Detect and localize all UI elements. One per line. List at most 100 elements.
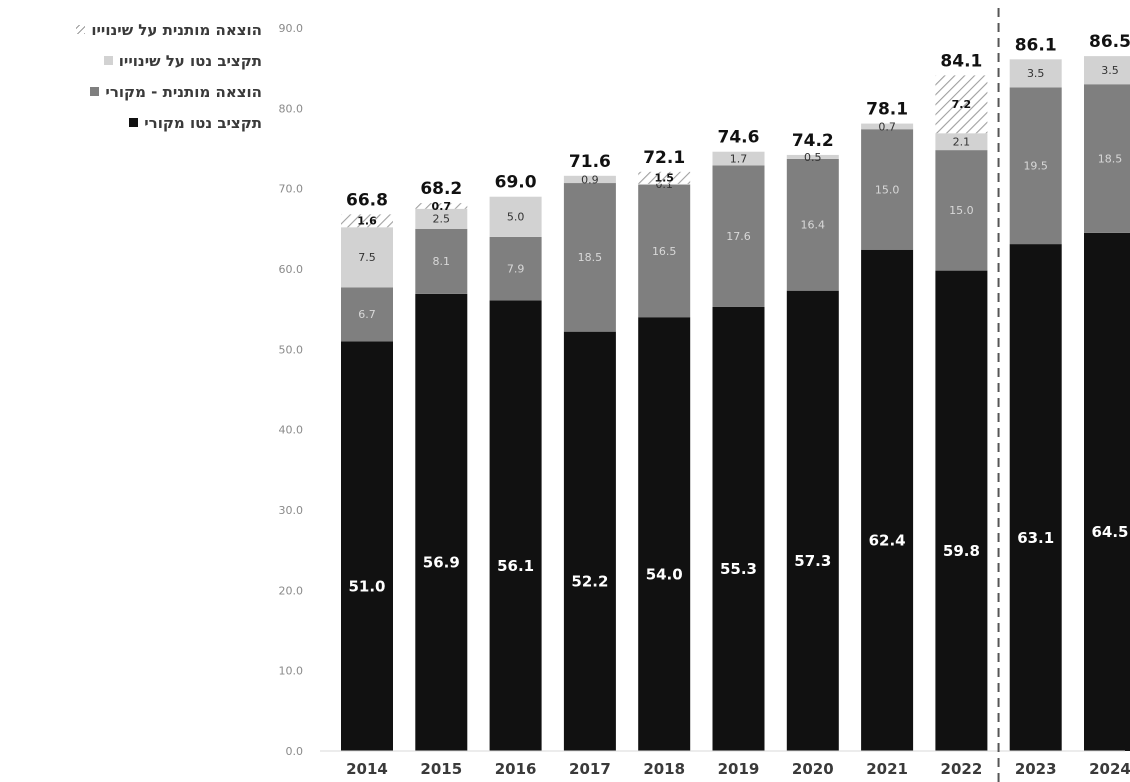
bar-segment xyxy=(1009,59,1062,88)
bar-segment xyxy=(415,208,468,229)
bar-segment xyxy=(1084,56,1130,85)
y-axis: 0.0 10.0 20.0 30.0 40.0 50.0 60.0 70.0 80.0 90.0 xyxy=(279,22,304,758)
segment-value-label: 0.7 xyxy=(878,120,896,133)
segment-value-label: 62.4 xyxy=(869,532,906,550)
bar-segment xyxy=(786,154,839,159)
x-tick-label: 2019 xyxy=(718,760,760,778)
segment-value-label: 3.5 xyxy=(1101,64,1119,77)
legend-label: תקציב נטו מקורי xyxy=(144,113,262,132)
segment-value-label: 18.5 xyxy=(1098,152,1123,165)
segment-value-label: 7.5 xyxy=(358,251,376,264)
chart-legend: הוצאה מותנית על שינוייו תקציב נטו על שינ… xyxy=(0,14,262,138)
segment-value-label: 5.0 xyxy=(507,211,525,224)
segment-value-label: 51.0 xyxy=(348,577,385,595)
y-tick-label: 80.0 xyxy=(279,102,304,115)
legend-item-net-original: תקציב נטו מקורי xyxy=(0,107,262,138)
segment-value-label: 55.3 xyxy=(720,560,757,578)
bar-total-label: 72.1 xyxy=(643,148,685,168)
legend-swatch-light-gray xyxy=(103,56,113,65)
bar-segment xyxy=(712,165,765,307)
y-tick-label: 70.0 xyxy=(279,183,304,196)
bar-total-label: 69.0 xyxy=(495,173,537,193)
bar-segment xyxy=(1084,84,1130,233)
segment-value-label: 63.1 xyxy=(1017,529,1054,547)
segment-value-label: 7.9 xyxy=(507,262,525,275)
segment-value-label: 8.1 xyxy=(433,255,451,268)
y-tick-label: 50.0 xyxy=(279,343,304,356)
segment-value-label: 15.0 xyxy=(875,183,900,196)
x-tick-label: 2017 xyxy=(569,760,611,778)
bar-segment xyxy=(861,123,914,130)
bar-segment xyxy=(935,150,988,271)
y-tick-label: 60.0 xyxy=(279,263,304,276)
segment-value-label: 54.0 xyxy=(646,565,683,583)
legend-swatch-hatched xyxy=(76,25,86,34)
legend-swatch-dark-gray xyxy=(90,87,100,96)
bar-group-2023: 63.1 19.5 3.5 86.1 xyxy=(1009,35,1062,751)
bar-segment xyxy=(489,196,542,237)
bar-segment xyxy=(341,341,393,751)
bar-segment xyxy=(712,151,765,166)
legend-swatch-black xyxy=(129,118,139,127)
segment-value-label: 57.3 xyxy=(794,552,831,570)
legend-item-conditional-original: הוצאה מותנית - מקורי xyxy=(0,76,262,107)
bar-total-label: 84.1 xyxy=(940,51,982,71)
bar-segment xyxy=(638,183,691,185)
bar-segment xyxy=(861,129,914,250)
segment-value-label: 16.4 xyxy=(801,219,826,232)
segment-value-label: 52.2 xyxy=(571,573,608,591)
bar-segment xyxy=(935,133,988,151)
segment-value-label: 16.5 xyxy=(652,245,677,258)
x-axis: 2014 2015 2016 2017 2018 2019 2020 2021 2022 2023… xyxy=(320,750,1130,778)
bar-segment xyxy=(861,249,914,751)
x-tick-label: 2014 xyxy=(346,760,388,778)
bar-segment xyxy=(1084,232,1130,752)
segment-value-label: 1.7 xyxy=(730,152,748,165)
bar-group-2016: 56.1 7.9 5.0 69.0 xyxy=(489,173,542,751)
legend-item-net-revised: תקציב נטו על שינוייו xyxy=(0,45,262,76)
bar-segment xyxy=(563,331,616,751)
y-tick-label: 0.0 xyxy=(286,745,304,758)
segment-value-label: 15.0 xyxy=(949,204,974,217)
bar-segment xyxy=(638,171,691,184)
bar-segment xyxy=(1009,244,1062,751)
bar-segment xyxy=(935,75,988,134)
segment-value-label: 7.2 xyxy=(952,98,972,111)
legend-label: הוצאה מותנית על שינוייו xyxy=(91,20,262,39)
bar-segment xyxy=(489,236,542,301)
segment-value-label: 56.1 xyxy=(497,557,534,575)
bar-group-2022: 59.8 15.0 2.1 7.2 84.1 xyxy=(935,51,988,751)
bar-segment xyxy=(341,287,393,342)
segment-value-label: 64.5 xyxy=(1091,523,1128,541)
segment-value-label: 6.7 xyxy=(358,308,376,321)
bar-segment xyxy=(341,214,393,228)
bar-segment xyxy=(415,203,468,209)
segment-value-label: 2.1 xyxy=(953,136,971,149)
segment-value-label: 19.5 xyxy=(1023,160,1048,173)
legend-label: תקציב נטו על שינוייו xyxy=(118,51,262,70)
legend-item-conditional-revised: הוצאה מותנית על שינוייו xyxy=(0,14,262,45)
bar-total-label: 66.8 xyxy=(346,190,388,210)
bar-segment xyxy=(415,228,468,294)
segment-value-label: 1.6 xyxy=(357,215,377,228)
bar-group-2019: 55.3 17.6 1.7 74.6 xyxy=(712,128,765,751)
x-tick-label: 2024 xyxy=(1089,760,1130,778)
bar-segment xyxy=(638,184,691,318)
segment-value-label: 56.9 xyxy=(423,554,460,572)
bar-group-2017: 52.2 18.5 0.971.6 xyxy=(563,152,616,751)
segment-value-label: 0.7 xyxy=(432,200,452,213)
segment-value-label: 1.5 xyxy=(654,172,674,185)
bars: 51.06.77.51.666.856.98.12.50.768.256.17.… xyxy=(341,32,1130,752)
bar-total-label: 86.5 xyxy=(1089,32,1130,52)
bar-group-2014: 51.0 6.7 7.5 1.6 66.8 xyxy=(341,190,393,751)
x-tick-label: 2023 xyxy=(1015,760,1057,778)
y-tick-label: 10.0 xyxy=(279,665,304,678)
bar-total-label: 71.6 xyxy=(569,152,611,172)
segment-value-label: 2.5 xyxy=(433,213,451,226)
segment-value-label: 59.8 xyxy=(943,542,980,560)
y-tick-label: 90.0 xyxy=(279,22,304,35)
bar-total-label: 78.1 xyxy=(866,100,908,120)
x-tick-label: 2021 xyxy=(866,760,908,778)
y-tick-label: 30.0 xyxy=(279,504,304,517)
